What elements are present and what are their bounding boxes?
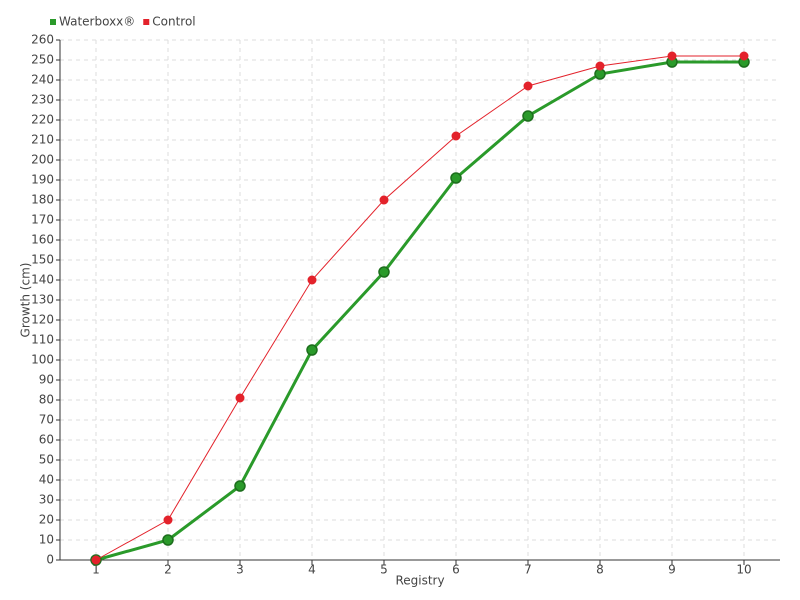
data-point [234, 480, 246, 492]
data-point [667, 51, 677, 61]
y-tick-label: 180 [31, 193, 54, 207]
y-tick-label: 170 [31, 213, 54, 227]
y-tick-label: 50 [39, 453, 54, 467]
y-tick-label: 220 [31, 113, 54, 127]
data-point [739, 51, 749, 61]
y-tick-label: 40 [39, 473, 54, 487]
y-tick-label: 240 [31, 73, 54, 87]
y-tick-label: 120 [31, 313, 54, 327]
data-point [163, 515, 173, 525]
data-point [235, 393, 245, 403]
x-axis-label: Registry [395, 574, 444, 588]
data-point [162, 534, 174, 546]
data-point [306, 344, 318, 356]
x-tick-label: 3 [236, 563, 244, 577]
y-tick-label: 130 [31, 293, 54, 307]
x-tick-label: 8 [596, 563, 604, 577]
y-tick-label: 70 [39, 413, 54, 427]
x-tick-label: 10 [736, 563, 751, 577]
data-point [378, 266, 390, 278]
x-tick-label: 7 [524, 563, 532, 577]
y-tick-label: 10 [39, 533, 54, 547]
data-point [450, 172, 462, 184]
y-tick-label: 100 [31, 353, 54, 367]
y-tick-label: 90 [39, 373, 54, 387]
legend-swatch [143, 19, 150, 25]
x-tick-label: 4 [308, 563, 316, 577]
y-tick-label: 150 [31, 253, 54, 267]
x-tick-label: 1 [92, 563, 100, 577]
y-tick-label: 140 [31, 273, 54, 287]
x-tick-label: 9 [668, 563, 676, 577]
y-tick-label: 30 [39, 493, 54, 507]
y-tick-label: 230 [31, 93, 54, 107]
data-point [307, 275, 317, 285]
data-point [379, 195, 389, 205]
data-point [91, 555, 101, 565]
y-axis-label: Growth (cm) [19, 263, 33, 338]
series-line [95, 55, 744, 561]
y-tick-label: 250 [31, 53, 54, 67]
legend-swatch [50, 19, 56, 25]
x-tick-label: 2 [164, 563, 172, 577]
y-tick-label: 20 [39, 513, 54, 527]
y-tick-label: 260 [31, 33, 54, 47]
series-line [95, 60, 744, 562]
y-tick-label: 0 [46, 553, 54, 567]
y-tick-label: 60 [39, 433, 54, 447]
y-tick-label: 200 [31, 153, 54, 167]
data-point [595, 61, 605, 71]
legend-label: Control [152, 15, 195, 29]
y-tick-label: 210 [31, 133, 54, 147]
data-point [523, 81, 533, 91]
x-tick-label: 5 [380, 563, 388, 577]
y-tick-label: 190 [31, 173, 54, 187]
legend-label: Waterboxx® [59, 15, 135, 29]
y-tick-label: 110 [31, 333, 54, 347]
data-point [451, 131, 461, 141]
y-tick-label: 160 [31, 233, 54, 247]
y-tick-label: 80 [39, 393, 54, 407]
data-point [522, 110, 534, 122]
x-tick-label: 6 [452, 563, 460, 577]
